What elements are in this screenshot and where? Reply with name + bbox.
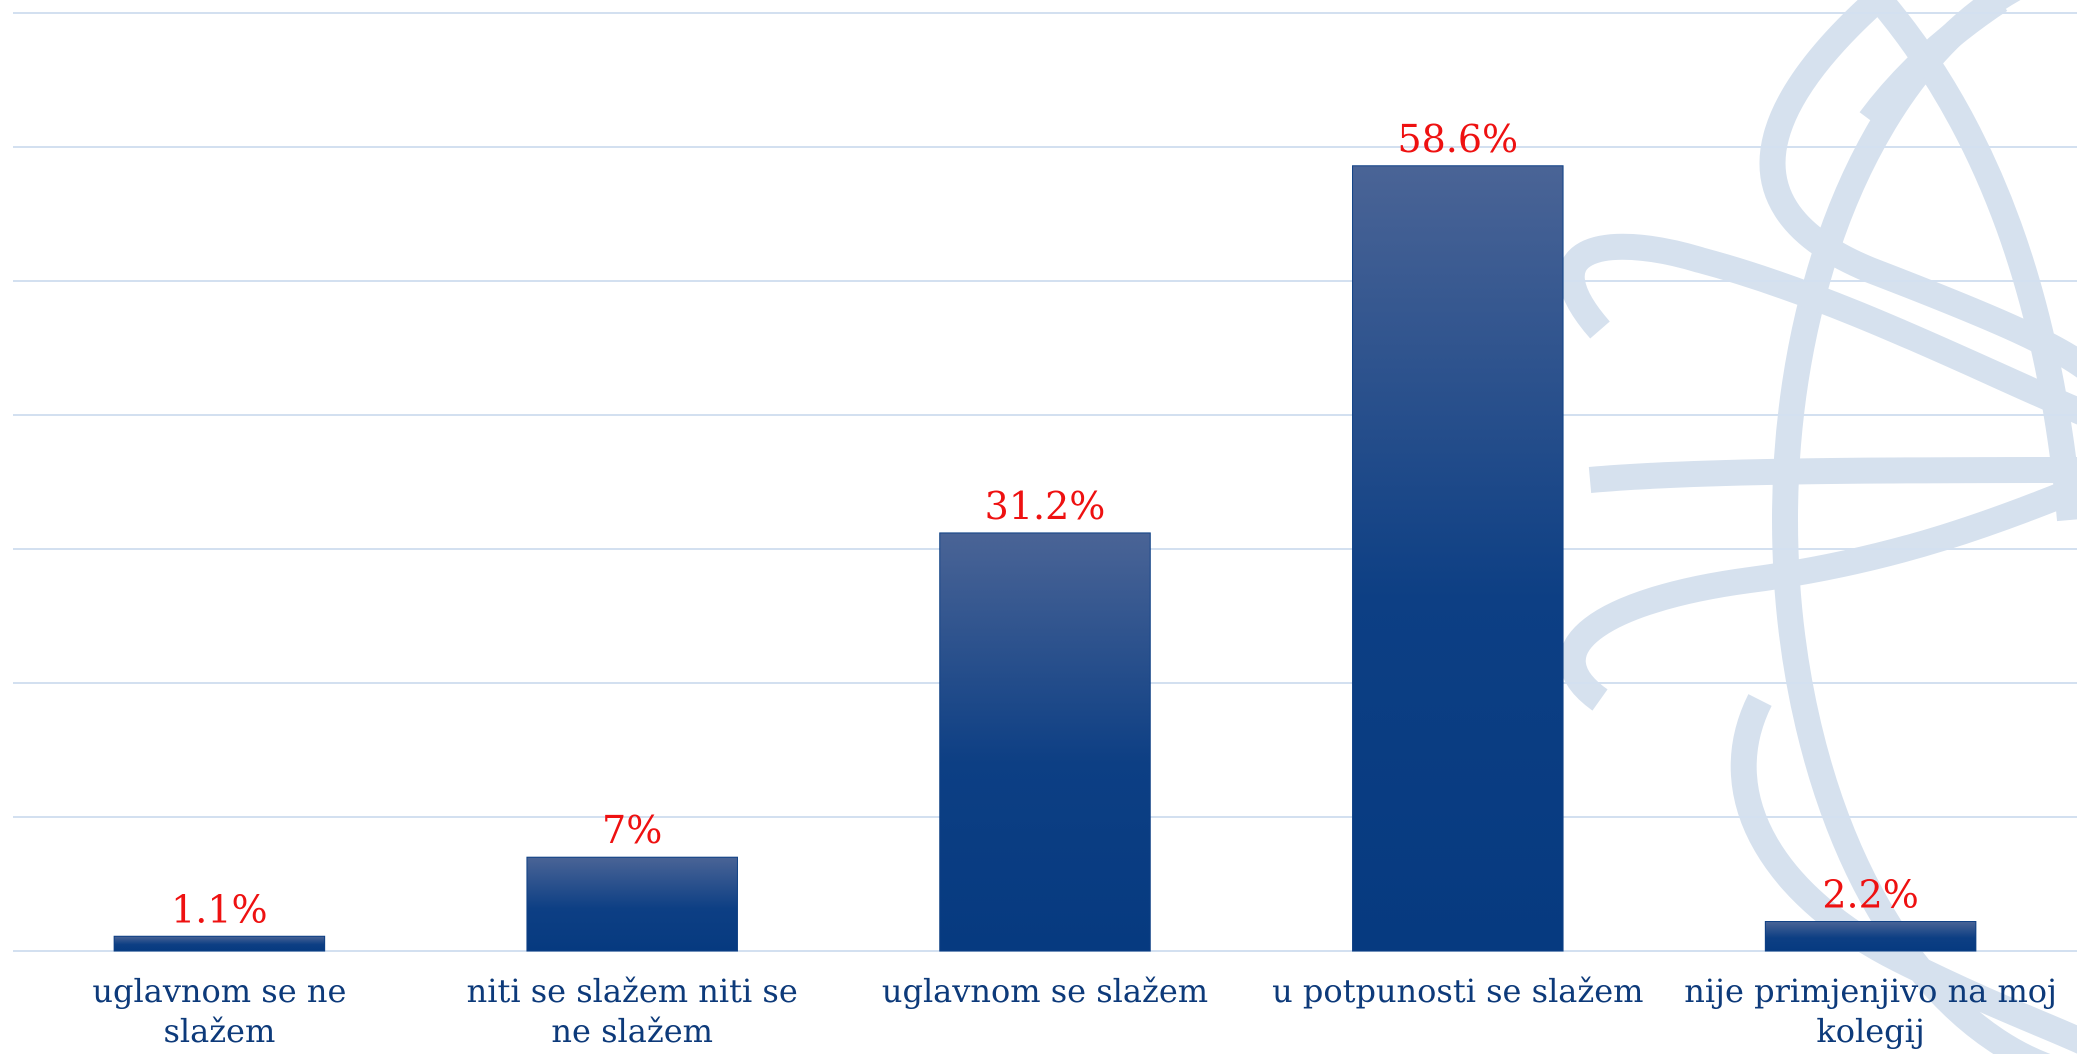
- bar: [1764, 921, 1977, 952]
- background-globe: [1558, 0, 2077, 1054]
- bar: [939, 532, 1151, 952]
- value-label: 1.1%: [171, 887, 268, 931]
- x-tick-label: uglavnom se slažem: [881, 972, 1209, 1010]
- bar: [113, 935, 326, 952]
- value-label: 58.6%: [1397, 117, 1518, 161]
- value-label: 7%: [602, 808, 662, 852]
- value-label: 2.2%: [1822, 873, 1919, 917]
- bar: [1352, 165, 1564, 952]
- value-label: 31.2%: [985, 484, 1106, 528]
- x-tick-label: niti se slažem niti se ne slažem: [466, 972, 798, 1050]
- x-tick-label: nije primjenjivo na moj kolegij: [1684, 972, 2057, 1050]
- bar: [526, 856, 738, 952]
- x-tick-label: uglavnom se ne slažem: [92, 972, 347, 1050]
- x-tick-label: u potpunosti se slažem: [1272, 972, 1644, 1010]
